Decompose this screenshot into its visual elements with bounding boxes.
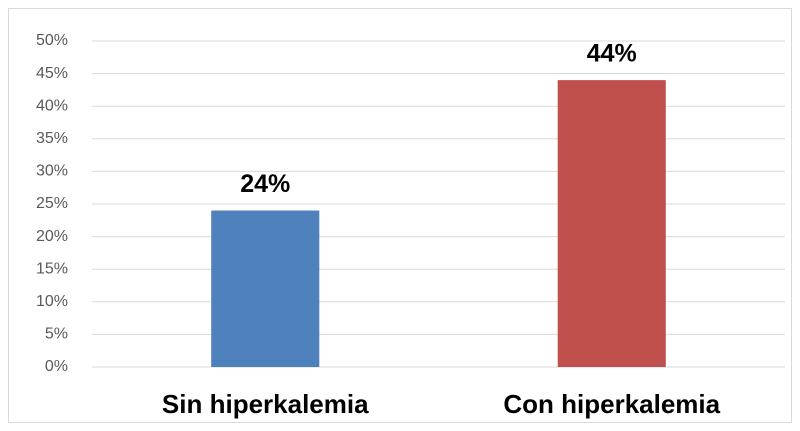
y-tick-label: 40%: [36, 97, 68, 114]
chart-frame: [8, 8, 792, 423]
y-tick-label: 30%: [36, 163, 68, 180]
y-tick-label: 45%: [36, 65, 68, 82]
x-tick-label: Con hiperkalemia: [503, 389, 720, 419]
bar: [557, 80, 666, 368]
y-tick-label: 20%: [36, 228, 68, 245]
data-label: 24%: [240, 170, 290, 198]
y-tick-label: 10%: [36, 293, 68, 310]
y-tick-label: 35%: [36, 130, 68, 147]
data-label: 44%: [587, 40, 637, 68]
y-tick-label: 50%: [36, 32, 68, 49]
y-tick-label: 25%: [36, 195, 68, 212]
y-tick-label: 0%: [45, 358, 68, 375]
x-tick-label: Sin hiperkalemia: [162, 389, 369, 419]
y-tick-label: 15%: [36, 260, 68, 277]
bar: [211, 210, 320, 367]
y-tick-label: 5%: [45, 326, 68, 343]
